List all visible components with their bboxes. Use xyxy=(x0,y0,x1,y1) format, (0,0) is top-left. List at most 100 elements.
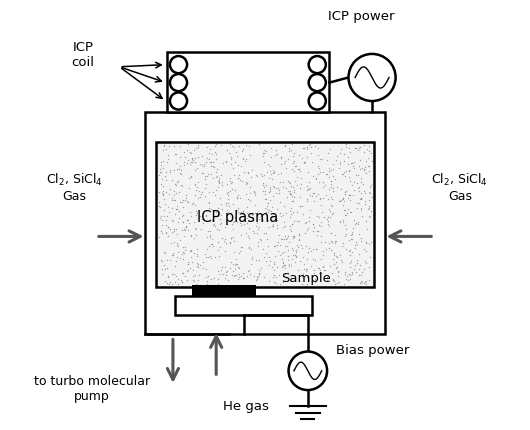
Point xyxy=(178,279,186,286)
Point xyxy=(196,213,204,220)
Point xyxy=(231,187,239,194)
Point xyxy=(215,180,223,187)
Point xyxy=(305,180,313,187)
Point xyxy=(189,267,197,274)
Point xyxy=(245,197,254,204)
Point xyxy=(158,191,167,198)
Point xyxy=(163,273,172,280)
Point xyxy=(214,280,223,287)
Point xyxy=(191,145,200,152)
Point xyxy=(266,188,274,195)
Point xyxy=(233,195,242,202)
Point xyxy=(170,167,179,174)
Point xyxy=(321,182,329,189)
Point xyxy=(338,197,347,203)
Point xyxy=(277,155,285,162)
Point xyxy=(224,189,233,196)
Point xyxy=(337,146,346,153)
Point xyxy=(259,246,268,253)
Point xyxy=(244,245,253,252)
Point xyxy=(253,221,261,227)
Point xyxy=(305,192,314,199)
Point xyxy=(275,243,284,249)
Point xyxy=(275,187,284,194)
Point xyxy=(231,214,239,221)
Point xyxy=(263,200,272,207)
Point xyxy=(269,273,278,280)
Point xyxy=(354,221,362,228)
Point xyxy=(285,239,293,246)
Point xyxy=(325,168,333,175)
Point xyxy=(238,156,247,163)
Point xyxy=(181,224,190,230)
Point xyxy=(157,190,166,197)
Point xyxy=(300,266,308,273)
Point xyxy=(338,259,347,266)
Point xyxy=(259,254,268,261)
Point xyxy=(202,174,211,181)
Point xyxy=(260,172,268,179)
Point xyxy=(210,164,218,171)
Point xyxy=(269,167,277,174)
Point xyxy=(192,263,201,270)
Point xyxy=(171,190,180,197)
Point xyxy=(209,221,218,228)
Point xyxy=(188,155,196,162)
Point xyxy=(339,195,347,202)
Point xyxy=(339,219,348,226)
Point xyxy=(319,252,327,259)
Point xyxy=(168,195,176,202)
Point xyxy=(202,159,210,166)
Point xyxy=(261,182,270,189)
Point xyxy=(347,258,355,265)
Point xyxy=(260,147,268,154)
Point xyxy=(233,261,241,268)
Point xyxy=(346,178,355,185)
Point xyxy=(263,236,272,243)
Point xyxy=(198,153,207,160)
Point xyxy=(268,215,276,221)
Point xyxy=(229,201,237,208)
Circle shape xyxy=(170,57,187,74)
Point xyxy=(205,199,213,206)
Point xyxy=(270,169,278,176)
Point xyxy=(346,272,354,279)
Point xyxy=(330,250,338,257)
Point xyxy=(215,210,224,217)
Point xyxy=(317,256,325,263)
Point xyxy=(228,179,236,186)
Point xyxy=(246,153,254,160)
Point xyxy=(346,209,354,216)
Point xyxy=(288,198,297,205)
Point xyxy=(344,154,352,161)
Point xyxy=(196,262,204,269)
Point xyxy=(262,169,271,176)
Point xyxy=(273,240,282,246)
Point xyxy=(293,243,301,249)
Point xyxy=(234,175,242,182)
Point xyxy=(225,240,234,247)
Point xyxy=(316,202,325,209)
Point xyxy=(222,272,231,279)
Point xyxy=(273,217,281,224)
Point xyxy=(289,218,298,225)
Point xyxy=(195,272,204,279)
Point xyxy=(367,158,376,165)
Point xyxy=(289,247,297,254)
Point xyxy=(201,266,210,273)
Point xyxy=(280,236,288,243)
Point xyxy=(186,249,195,255)
Point xyxy=(292,252,300,259)
Point xyxy=(338,240,347,246)
Point xyxy=(280,203,288,210)
Point xyxy=(296,169,304,175)
Point xyxy=(309,256,317,263)
Point xyxy=(202,254,210,261)
Point xyxy=(207,159,216,166)
Point xyxy=(206,159,214,166)
Point xyxy=(202,144,211,151)
Point xyxy=(284,247,292,254)
Point xyxy=(269,279,278,286)
Point xyxy=(206,232,215,239)
Point xyxy=(162,189,171,196)
